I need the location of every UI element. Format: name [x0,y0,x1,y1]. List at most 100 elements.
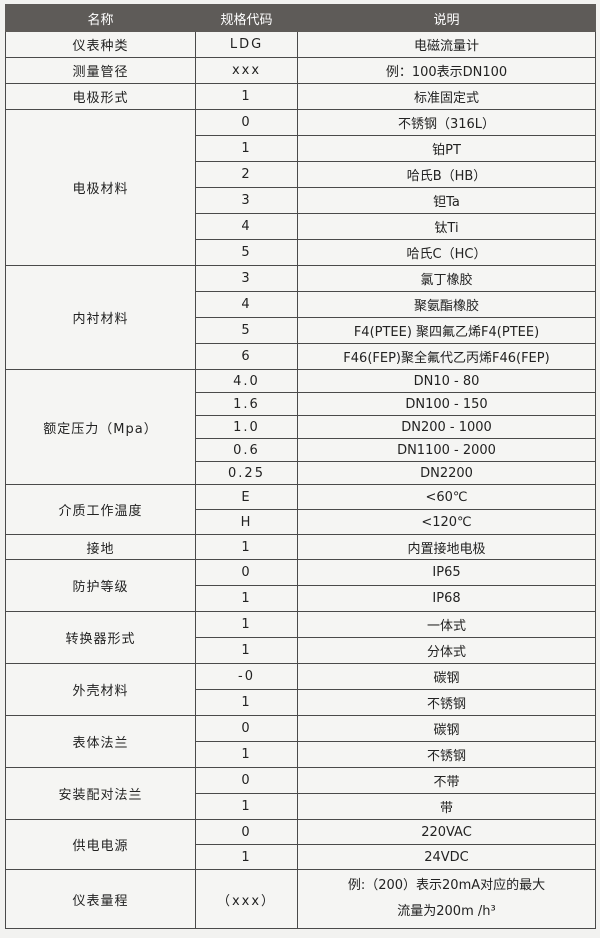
spec-name: 外壳材料 [5,663,196,716]
spec-code: 1 [195,135,298,162]
spec-description: 聚氨酯橡胶 [297,291,596,318]
table-row: 4 聚氨酯橡胶 [6,291,596,318]
spec-name: 表体法兰 [5,715,196,768]
spec-description: 电磁流量计 [297,31,596,58]
table-row: 1.0 DN200 - 1000 [6,415,596,439]
spec-code: H [195,509,298,535]
table-row: H <120℃ [6,509,596,535]
spec-description: 带 [297,793,596,820]
spec-name: 仪表种类 [5,31,196,58]
spec-description: 不锈钢（316L） [297,109,596,136]
spec-name: 安装配对法兰 [5,767,196,820]
spec-description: 哈氏C（HC） [297,239,596,266]
spec-description: IP68 [297,585,596,612]
table-row: 仪表种类 LDG 电磁流量计 [5,31,596,58]
table-row: 0.6 DN1100 - 2000 [6,438,596,462]
table-row: 电极形式 1 标准固定式 [5,83,596,110]
spec-code: 0 [195,715,298,742]
table-row: 2 哈氏B（HB） [6,161,596,188]
spec-code: 1 [195,611,298,638]
header-code: 规格代码 [195,4,298,32]
table-row: 额定压力（Mpa） 4.0 DN10 - 80 [5,369,596,485]
spec-code: 1 [195,585,298,612]
spec-description: DN10 - 80 [297,369,596,393]
spec-code: 1 [195,689,298,716]
spec-description: 不带 [297,767,596,794]
spec-description: 氯丁橡胶 [297,265,596,292]
header-row: 名称 规格代码 说明 [5,4,596,32]
spec-description: DN2200 [297,461,596,485]
spec-code: 2 [195,161,298,188]
table-row: 内衬材料 3 氯丁橡胶 [5,265,596,370]
spec-description: 标准固定式 [297,83,596,110]
spec-name: 转换器形式 [5,611,196,664]
spec-code: xxx [195,57,298,84]
table-row: 1 24VDC [6,844,596,870]
header-desc: 说明 [297,4,596,32]
spec-description: <60℃ [297,484,596,510]
spec-description: F4(PTEE) 聚四氟乙烯F4(PTEE) [297,317,596,344]
table-row: 安装配对法兰 0 不带 [5,767,596,820]
spec-description: DN100 - 150 [297,392,596,416]
spec-description: 一体式 [297,611,596,638]
spec-description: 例:（200）表示20mA对应的最大 流量为200m /h³ [297,869,596,929]
spec-description: 220VAC [297,819,596,845]
spec-code: 1.6 [195,392,298,416]
spec-name: 接地 [5,534,196,560]
spec-code: 1 [195,793,298,820]
table-row: 表体法兰 0 碳钢 [5,715,596,768]
spec-code: 0 [195,767,298,794]
spec-description: DN1100 - 2000 [297,438,596,462]
spec-code: 1 [195,844,298,870]
spec-code: 0.25 [195,461,298,485]
spec-description: 钛Ti [297,213,596,240]
table-row: 3 钽Ta [6,187,596,214]
spec-description: <120℃ [297,509,596,535]
header-name: 名称 [5,4,196,32]
spec-code: 5 [195,317,298,344]
table-row: 0.25 DN2200 [6,461,596,485]
spec-code: 0.6 [195,438,298,462]
spec-table: 名称 规格代码 说明 仪表种类 LDG 电磁流量计 测量管径 xxx 例：100表示DN1… [5,4,596,929]
spec-code: 5 [195,239,298,266]
table-row: 1 不锈钢 [6,689,596,716]
spec-name: 电极材料 [5,109,196,266]
spec-code: 1 [195,741,298,768]
spec-description: 例：100表示DN100 [297,57,596,84]
table-row: 转换器形式 1 一体式 [5,611,596,664]
spec-description: 碳钢 [297,715,596,742]
spec-code: （xxx） [195,869,298,929]
spec-description: 24VDC [297,844,596,870]
spec-code: 4.0 [195,369,298,393]
table-row: 1.6 DN100 - 150 [6,392,596,416]
table-row: 防护等级 0 IP65 [5,559,596,612]
spec-description: 钽Ta [297,187,596,214]
table-row: 测量管径 xxx 例：100表示DN100 [5,57,596,84]
spec-code: 3 [195,187,298,214]
table-row: 仪表量程 （xxx） 例:（200）表示20mA对应的最大 流量为200m /h³ [5,869,596,929]
table-row: 4 钛Ti [6,213,596,240]
spec-description: 不锈钢 [297,741,596,768]
table-row: 外壳材料 -0 碳钢 [5,663,596,716]
spec-code: 0 [195,819,298,845]
spec-description: IP65 [297,559,596,586]
table-row: 介质工作温度 E <60℃ [5,484,596,535]
spec-name: 测量管径 [5,57,196,84]
spec-description: 分体式 [297,637,596,664]
spec-code: 4 [195,291,298,318]
spec-code: -0 [195,663,298,690]
spec-name: 介质工作温度 [5,484,196,535]
spec-name: 供电电源 [5,819,196,870]
table-row: 5 F4(PTEE) 聚四氟乙烯F4(PTEE) [6,317,596,344]
spec-code: E [195,484,298,510]
spec-description: 哈氏B（HB） [297,161,596,188]
table-row: 1 不锈钢 [6,741,596,768]
spec-code: 1.0 [195,415,298,439]
spec-code: 1 [195,83,298,110]
spec-description: 铂PT [297,135,596,162]
table-row: 5 哈氏C（HC） [6,239,596,266]
spec-name: 内衬材料 [5,265,196,370]
spec-code: 0 [195,109,298,136]
spec-code: 6 [195,343,298,370]
